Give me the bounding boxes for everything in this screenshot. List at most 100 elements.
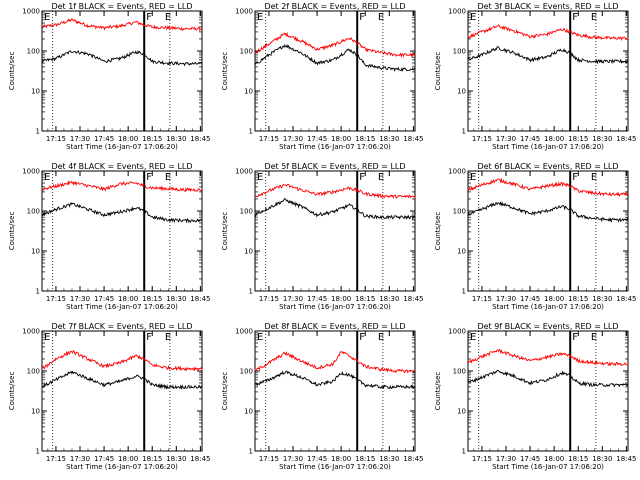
x-tick-label: 17:15 — [472, 135, 492, 143]
y-tick-label: 10 — [244, 248, 253, 256]
flag-label: E — [257, 12, 263, 23]
x-tick-label: 18:30 — [592, 455, 612, 463]
y-tick-label: 10 — [457, 408, 466, 416]
flag-label: F — [572, 332, 578, 343]
y-tick-label: 1000 — [448, 328, 466, 336]
y-tick-label: 1 — [462, 448, 466, 456]
y-axis-label: Counts/sec — [221, 212, 229, 251]
x-tick-label: 17:15 — [472, 295, 492, 303]
x-tick-label: 18:00 — [331, 455, 351, 463]
panel-det-1: Det 1f BLACK = Events, RED = LLD 1 10 100 10… — [8, 2, 210, 151]
y-tick-label: 1 — [462, 288, 466, 296]
x-tick-label: 17:45 — [94, 295, 114, 303]
x-tick-label: 18:00 — [118, 135, 138, 143]
flag-label: E — [44, 12, 50, 23]
panel-det-5: Det 5f BLACK = Events, RED = LLD 1 10 100 10… — [221, 162, 423, 311]
plot-frame — [254, 10, 416, 132]
y-tick-label: 1000 — [448, 168, 466, 176]
x-tick-label: 18:15 — [142, 135, 162, 143]
x-tick-label: 18:00 — [544, 455, 564, 463]
x-tick-label: 18:30 — [379, 455, 399, 463]
flag-label: E — [165, 12, 171, 23]
flag-label: F — [146, 12, 152, 23]
x-axis-label: Start Time (16-Jan-07 17:06:20) — [279, 143, 391, 151]
y-tick-label: 1 — [249, 288, 253, 296]
flag-label: E — [591, 332, 597, 343]
y-tick-label: 10 — [31, 408, 40, 416]
y-tick-label: 1000 — [235, 8, 253, 16]
x-tick-label: 17:15 — [472, 455, 492, 463]
series-lld-red — [41, 180, 203, 193]
x-tick-label: 18:30 — [166, 295, 186, 303]
y-tick-label: 1 — [249, 448, 253, 456]
plot-frame — [254, 330, 416, 452]
series-events-black — [254, 370, 416, 390]
x-tick-label: 18:30 — [379, 135, 399, 143]
x-tick-label: 18:00 — [118, 455, 138, 463]
panel-title: Det 5f BLACK = Events, RED = LLD — [264, 162, 405, 171]
y-tick-label: 100 — [453, 48, 466, 56]
y-tick-label: 100 — [240, 208, 253, 216]
x-tick-label: 18:15 — [568, 295, 588, 303]
x-tick-label: 18:00 — [544, 295, 564, 303]
x-tick-label: 17:45 — [520, 455, 540, 463]
x-tick-label: 18:15 — [142, 295, 162, 303]
x-tick-label: 18:00 — [331, 135, 351, 143]
x-tick-label: 18:45 — [616, 295, 636, 303]
panel-det-3: Det 3f BLACK = Events, RED = LLD 1 10 100 10… — [434, 2, 636, 151]
series-lld-red — [467, 348, 629, 367]
plot-frame — [254, 170, 416, 292]
y-tick-label: 10 — [457, 248, 466, 256]
flag-label: F — [146, 172, 152, 183]
y-axis-label: Counts/sec — [221, 52, 229, 91]
x-tick-label: 18:15 — [568, 135, 588, 143]
series-lld-red — [254, 31, 416, 58]
flag-label: F — [359, 172, 365, 183]
series-events-black — [41, 50, 203, 67]
x-tick-label: 18:15 — [355, 295, 375, 303]
y-axis-label: Counts/sec — [8, 212, 16, 251]
y-tick-label: 100 — [27, 368, 40, 376]
flag-label: E — [165, 172, 171, 183]
x-tick-label: 18:30 — [166, 135, 186, 143]
y-tick-label: 1000 — [235, 328, 253, 336]
flag-label: E — [470, 332, 476, 343]
x-axis-label: Start Time (16-Jan-07 17:06:20) — [66, 463, 178, 471]
y-axis-label: Counts/sec — [221, 372, 229, 411]
y-tick-label: 1 — [462, 128, 466, 136]
y-tick-label: 1 — [36, 448, 40, 456]
panel-det-9: Det 9f BLACK = Events, RED = LLD 1 10 100 10… — [434, 322, 636, 471]
series-lld-red — [41, 349, 203, 372]
x-tick-label: 17:15 — [259, 295, 279, 303]
panel-title: Det 7f BLACK = Events, RED = LLD — [51, 322, 192, 331]
series-events-black — [467, 201, 629, 223]
series-lld-red — [41, 18, 203, 32]
x-tick-label: 18:45 — [190, 135, 210, 143]
x-tick-label: 18:15 — [142, 455, 162, 463]
series-lld-red — [467, 177, 629, 197]
y-axis-label: Counts/sec — [434, 52, 442, 91]
flag-label: F — [359, 332, 365, 343]
series-events-black — [41, 370, 203, 391]
series-events-black — [467, 45, 629, 65]
panel-title: Det 1f BLACK = Events, RED = LLD — [51, 2, 192, 11]
x-tick-label: 17:30 — [496, 135, 516, 143]
panel-det-6: Det 6f BLACK = Events, RED = LLD 1 10 100 10… — [434, 162, 636, 311]
x-tick-label: 17:45 — [94, 135, 114, 143]
x-tick-label: 18:45 — [403, 455, 423, 463]
x-axis-label: Start Time (16-Jan-07 17:06:20) — [66, 143, 178, 151]
y-tick-label: 1000 — [22, 328, 40, 336]
series-lld-red — [467, 24, 629, 41]
y-tick-label: 10 — [31, 88, 40, 96]
x-tick-label: 17:15 — [259, 135, 279, 143]
x-tick-label: 17:30 — [496, 295, 516, 303]
flag-label: E — [591, 172, 597, 183]
x-axis-label: Start Time (16-Jan-07 17:06:20) — [492, 303, 604, 311]
series-events-black — [41, 202, 203, 224]
flag-label: E — [44, 332, 50, 343]
flag-label: E — [378, 12, 384, 23]
x-tick-label: 17:30 — [283, 455, 303, 463]
x-tick-label: 18:15 — [355, 455, 375, 463]
